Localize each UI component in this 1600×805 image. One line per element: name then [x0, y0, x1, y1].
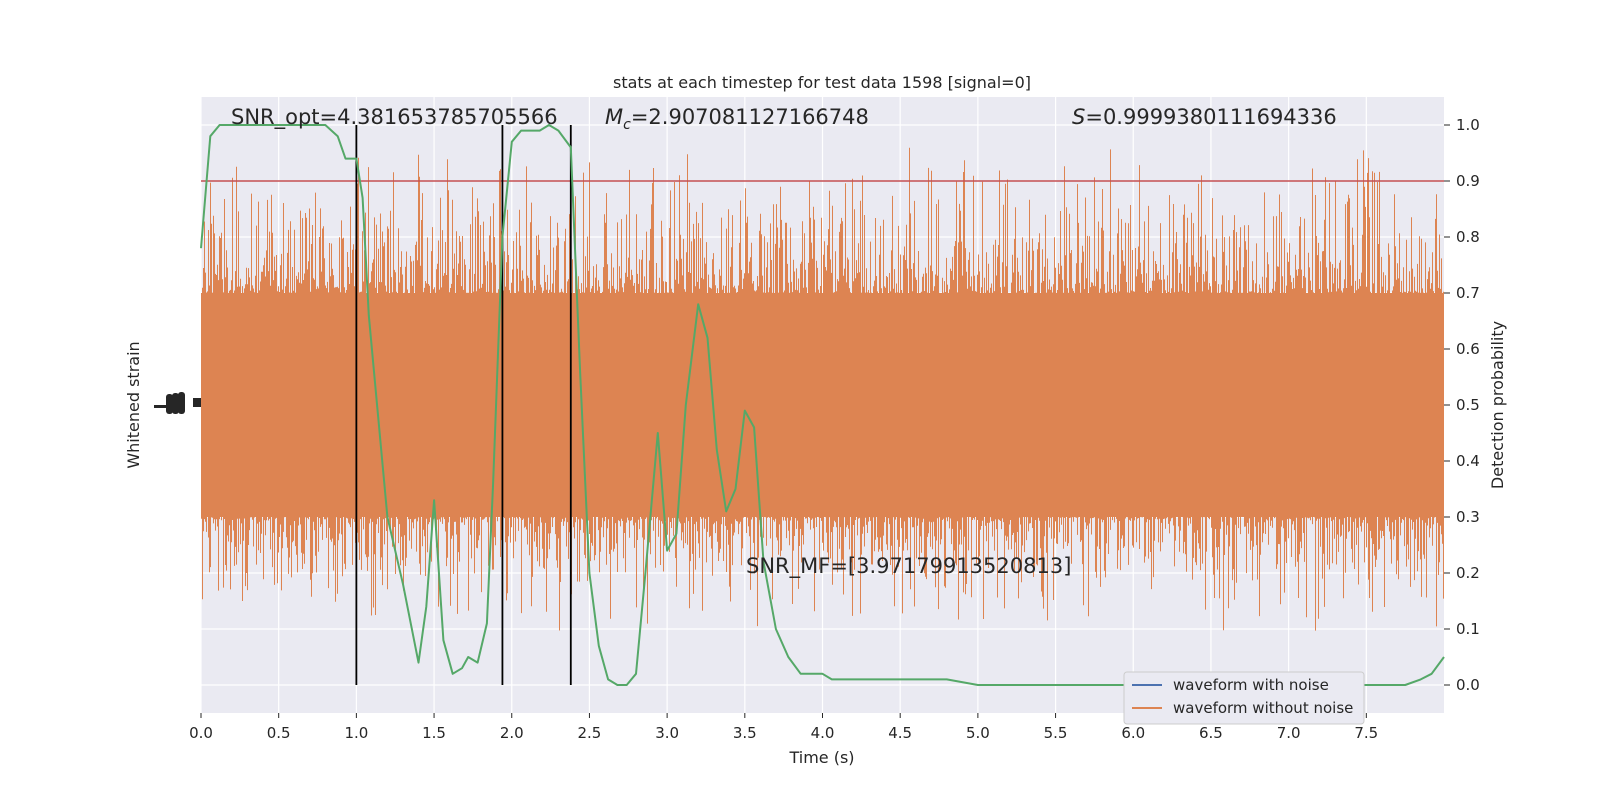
x-tick-label: 5.5	[1044, 724, 1068, 742]
x-tick-label: 2.5	[578, 724, 602, 742]
legend-box	[1123, 671, 1365, 725]
y-axis-left-label: Whitened strain	[124, 341, 143, 468]
vertical-markers	[355, 125, 572, 685]
left-axis-tick-clutter	[154, 392, 201, 414]
y-axis-right-ticks: 0.0 0.1 0.2 0.3 0.4 0.5 0.6 0.7 0.8 0.9 1.0	[1444, 116, 1480, 694]
y-tick-label: 0.0	[1456, 676, 1480, 694]
snr-opt-annotation: SNR_opt=4.381653785705566	[231, 105, 558, 130]
x-tick-label: 3.0	[655, 724, 679, 742]
y-tick-label: 0.2	[1456, 564, 1480, 582]
x-tick-label: 5.0	[966, 724, 990, 742]
detection-probability-series	[200, 124, 1445, 686]
x-tick-label: 1.5	[422, 724, 446, 742]
y-tick-label: 0.8	[1456, 228, 1480, 246]
chirp-mass-annotation: Mc=2.907081127166748	[605, 105, 869, 133]
x-tick-label: 7.5	[1354, 724, 1378, 742]
y-tick-label: 0.7	[1456, 284, 1480, 302]
x-tick-label: 2.0	[500, 724, 524, 742]
x-tick-label: 4.5	[888, 724, 912, 742]
x-tick-label: 3.5	[733, 724, 757, 742]
s-annotation: S=0.9999380111694336	[1072, 105, 1337, 129]
x-tick-label: 6.5	[1199, 724, 1223, 742]
y-tick-label: 0.1	[1456, 620, 1480, 638]
legend-label-without-noise: waveform without noise	[1173, 699, 1353, 717]
x-tick-label: 6.0	[1121, 724, 1145, 742]
x-axis-ticks: 0.0 0.5 1.0 1.5 2.0 2.5 3.0 3.5 4.0 4.5 5.0 5.5 6.0 6…	[189, 713, 1378, 742]
y-tick-label: 0.4	[1456, 452, 1480, 470]
x-tick-label: 1.0	[344, 724, 368, 742]
x-tick-label: 7.0	[1277, 724, 1301, 742]
x-tick-label: 4.0	[811, 724, 835, 742]
y-axis-right-label: Detection probability	[1488, 321, 1507, 489]
y-tick-label: 0.9	[1456, 172, 1480, 190]
legend: waveform with noise waveform without noi…	[1123, 671, 1365, 725]
x-tick-label: 0.5	[267, 724, 291, 742]
noise-spikes	[201, 147, 1444, 631]
waveform-without-noise-series	[201, 147, 1444, 631]
y-tick-label: 0.6	[1456, 340, 1480, 358]
chart-title: stats at each timestep for test data 159…	[613, 73, 1031, 92]
snr-mf-annotation: SNR_MF=[3.97179913520813]	[746, 554, 1071, 579]
legend-label-with-noise: waveform with noise	[1173, 676, 1329, 694]
y-tick-label: 0.5	[1456, 396, 1480, 414]
detection-probability-line	[200, 124, 1445, 686]
y-tick-label: 0.3	[1456, 508, 1480, 526]
x-axis-label: Time (s)	[788, 748, 854, 767]
x-tick-label: 0.0	[189, 724, 213, 742]
y-tick-label: 1.0	[1456, 116, 1480, 134]
